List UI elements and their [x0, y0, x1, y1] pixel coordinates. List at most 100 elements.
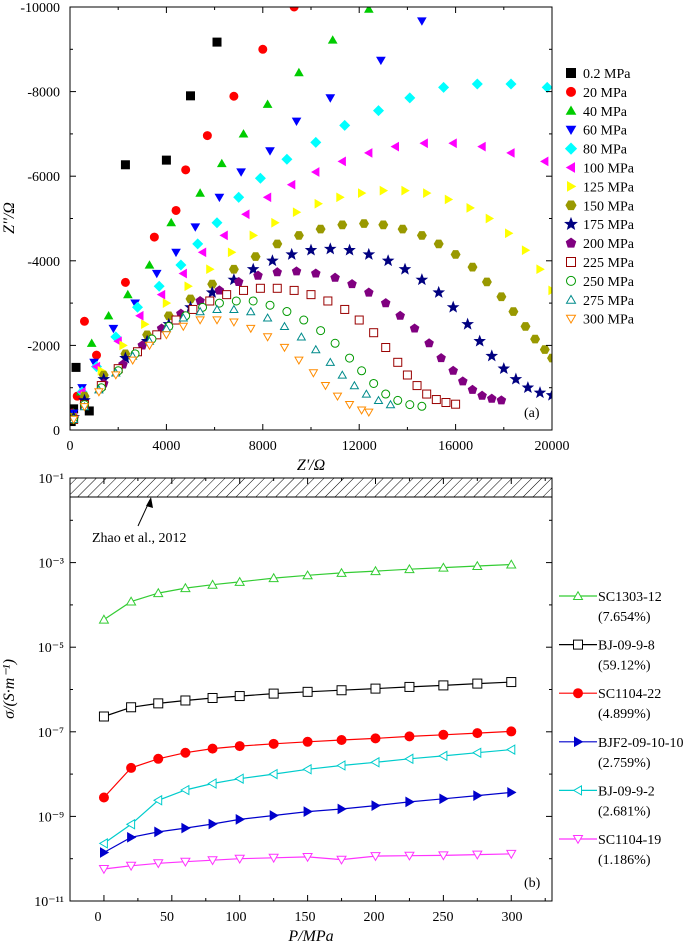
data-point — [162, 298, 172, 308]
data-point — [234, 773, 244, 784]
data-point — [238, 129, 249, 138]
panel-a-x-tick-label: 0 — [67, 439, 74, 454]
data-point — [356, 406, 367, 415]
data-point — [344, 401, 355, 410]
data-point — [205, 296, 215, 306]
legend-label: 200 MPa — [583, 237, 635, 252]
series-0-2-mpa — [70, 37, 222, 427]
data-point — [207, 692, 218, 703]
data-point — [302, 853, 313, 863]
data-point — [163, 311, 174, 321]
legend-label: 0.2 MPa — [583, 67, 631, 82]
panel-a-label: (a) — [524, 406, 540, 421]
data-point — [330, 272, 340, 282]
reference-annotation-text: Zhao et al., 2012 — [92, 531, 186, 546]
series-sc1303-12 — [98, 559, 517, 624]
data-point — [98, 792, 109, 803]
data-point — [371, 800, 381, 811]
data-point — [149, 232, 159, 242]
data-point — [314, 198, 323, 209]
data-point — [153, 698, 164, 709]
data-point — [144, 341, 155, 351]
data-point — [272, 267, 282, 277]
data-point — [402, 370, 412, 380]
data-point — [171, 248, 181, 258]
data-point — [207, 279, 218, 289]
legend-label: 80 MPa — [583, 143, 628, 158]
legend-marker — [574, 736, 584, 748]
data-point — [336, 734, 347, 745]
data-point — [296, 332, 307, 341]
legend-note: (7.654%) — [598, 610, 651, 625]
data-point — [190, 223, 201, 232]
data-point — [310, 344, 321, 354]
data-point — [291, 266, 302, 276]
panel-a-y-tick-label: -6000 — [27, 170, 60, 185]
data-point — [178, 313, 189, 322]
panel-b-y-tick-label: 10⁻¹¹ — [34, 895, 64, 910]
data-point — [433, 239, 444, 249]
data-point — [337, 370, 348, 379]
data-point — [156, 289, 166, 300]
legend-entry: 275 MPa — [565, 294, 635, 309]
legend-label: 100 MPa — [583, 162, 635, 177]
data-point — [381, 254, 395, 267]
legend-label: 225 MPa — [583, 256, 635, 271]
data-point — [477, 390, 487, 400]
legend-marker — [565, 200, 577, 211]
panel-b-y-tick-label: 10⁻⁷ — [38, 726, 64, 741]
data-point — [125, 818, 136, 830]
legend-marker — [566, 257, 576, 267]
data-point — [212, 304, 222, 313]
data-point — [249, 230, 258, 241]
panel-b-x-tick-label: 100 — [226, 910, 247, 925]
data-point — [325, 357, 336, 366]
legend-label: 40 MPa — [583, 105, 628, 120]
data-point — [506, 148, 515, 158]
data-point — [471, 850, 483, 860]
legend-marker — [565, 125, 577, 136]
panel-b-x-tick-label: 300 — [502, 910, 523, 925]
series-125-mpa — [70, 185, 552, 423]
data-point — [345, 353, 355, 363]
legend-marker — [565, 162, 575, 173]
data-point — [370, 852, 381, 862]
data-point — [235, 814, 246, 825]
data-point — [299, 315, 309, 325]
legend-marker — [565, 314, 577, 325]
data-point — [339, 119, 351, 131]
data-point — [378, 220, 389, 230]
legend-entry: 100 MPa — [565, 162, 635, 177]
data-point — [337, 220, 348, 230]
legend-entry: SC1104-19 (1.186%) — [559, 833, 661, 868]
data-point — [450, 250, 461, 259]
data-point — [186, 91, 195, 101]
legend-entry: 80 MPa — [564, 142, 628, 158]
data-point — [98, 838, 108, 849]
panel-a-x-tick-label: 20000 — [535, 439, 570, 454]
data-point — [370, 756, 380, 768]
data-point — [438, 750, 448, 762]
data-point — [337, 803, 347, 815]
series-20-mpa — [70, 7, 299, 418]
data-point — [401, 185, 410, 196]
data-point — [265, 300, 275, 310]
data-point — [216, 158, 227, 168]
legend-note: (2.681%) — [598, 804, 651, 819]
data-point — [393, 357, 403, 367]
data-point — [308, 369, 319, 378]
data-point — [302, 763, 312, 775]
data-point — [412, 381, 422, 391]
data-point — [286, 179, 296, 190]
data-point — [485, 349, 499, 362]
legend-marker — [565, 237, 577, 248]
data-point — [195, 306, 205, 316]
legend-entry: 20 MPa — [566, 86, 628, 101]
data-point — [207, 778, 217, 789]
data-point — [438, 729, 449, 740]
data-point — [438, 851, 449, 861]
data-point — [246, 262, 260, 275]
legend-entry: 300 MPa — [565, 313, 635, 328]
data-point — [509, 372, 523, 385]
data-point — [268, 768, 278, 780]
